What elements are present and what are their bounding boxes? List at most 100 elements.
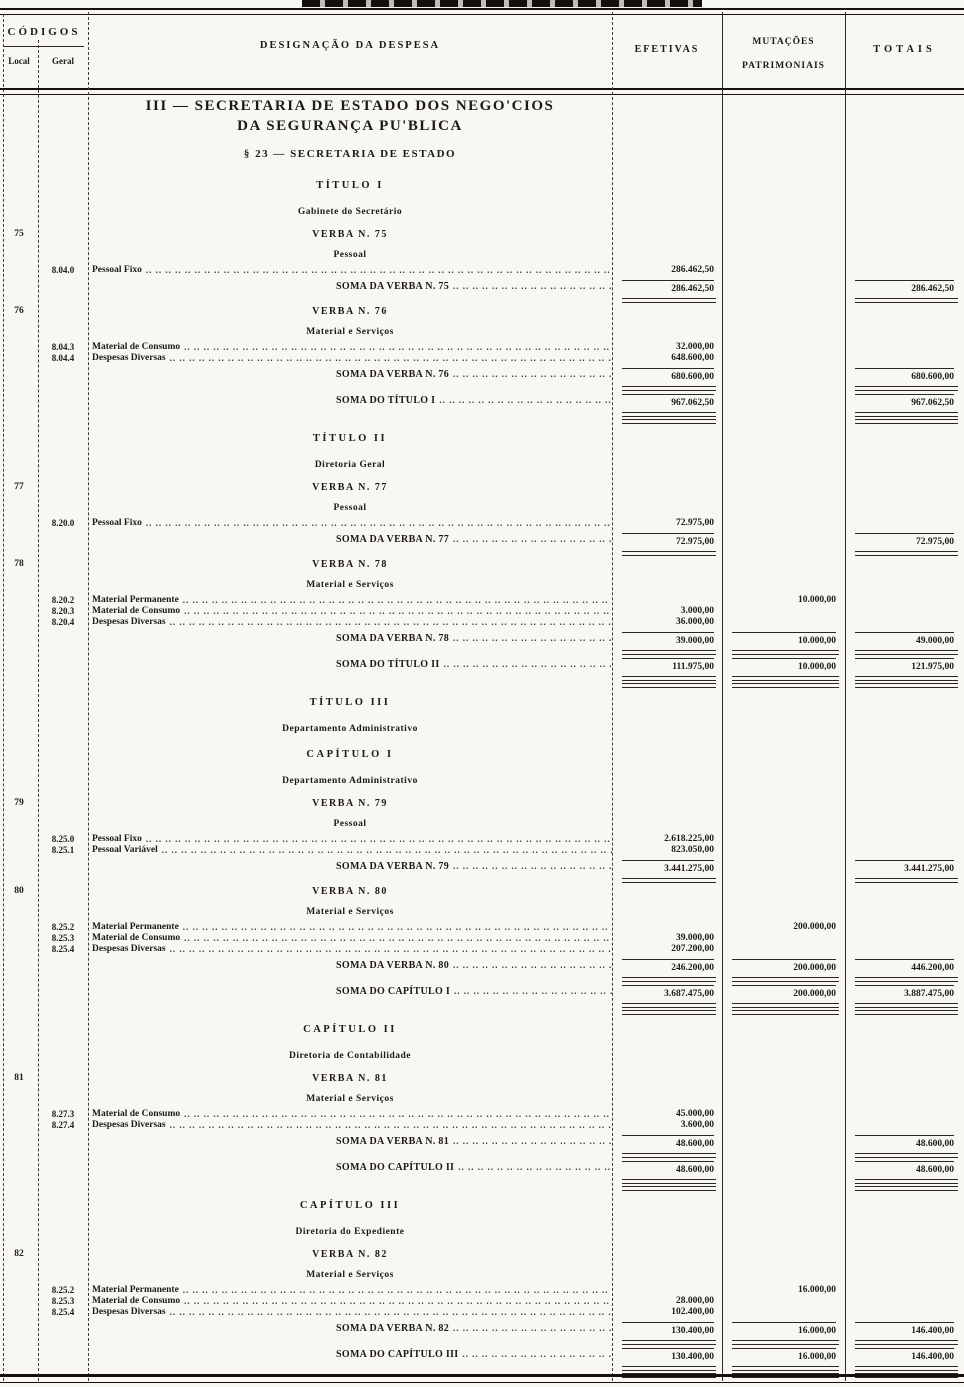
mutacoes-double-rule: [732, 676, 839, 681]
verba-heading-text: VERBA N. 75: [312, 229, 388, 240]
verba-heading-text: VERBA N. 78: [312, 559, 388, 570]
mutacoes-cell: [722, 533, 845, 555]
divider-mutacoes-totais: [845, 12, 846, 1381]
local-code: 80: [14, 886, 24, 896]
sum-label: SOMA DO TÍTULO I: [336, 395, 436, 406]
small-heading-row: Departamento Administrativo: [0, 721, 964, 742]
geral-code: 8.25.0: [51, 834, 75, 844]
efetivas-cell: 2.618.225,00: [612, 834, 722, 845]
designacao-cell: Pessoal: [88, 250, 612, 265]
dot-leaders: .. .. .. .. .. .. .. .. .. .. .. .. .. .…: [454, 986, 612, 996]
local-code: [0, 207, 38, 225]
subsection-heading-row: § 23 — SECRETARIA DE ESTADO: [0, 142, 964, 173]
verba-heading-text: VERBA N. 80: [312, 886, 388, 897]
cat-heading-text: Material e Serviços: [306, 1270, 394, 1280]
totais-value: 446.200,00: [855, 959, 954, 974]
cat-heading-row: Pessoal: [0, 502, 964, 518]
dot-leaders: .. .. .. .. .. .. .. .. .. .. .. .. .. .…: [145, 265, 612, 275]
small-heading-text: Diretoria do Expediente: [295, 1227, 405, 1237]
sum-label: SOMA DO CAPÍTULO I: [336, 986, 451, 997]
left-edge-rule: [3, 14, 4, 1381]
totais-cell: [845, 559, 964, 579]
local-code: [0, 265, 38, 276]
mutacoes-cell: [722, 280, 845, 302]
expense-label: Despesas Diversas: [92, 1120, 166, 1130]
designacao-cell: Gabinete do Secretário: [88, 207, 612, 225]
totais-cell: [845, 327, 964, 342]
efetivas-cell: 28.000,00: [612, 1296, 722, 1307]
codigos-underline: [4, 46, 84, 47]
dot-leaders: .. .. .. .. .. .. .. .. .. .. .. .. .. .…: [453, 1136, 612, 1146]
totais-value: 121.975,00: [855, 658, 954, 673]
local-code: [0, 1024, 38, 1048]
geral-code: [38, 860, 88, 882]
sum-label: SOMA DA VERBA N. 76: [336, 369, 450, 380]
efetivas-cell: [612, 306, 722, 326]
dot-leaders: .. .. .. .. .. .. .. .. .. .. .. .. .. .…: [184, 1109, 612, 1119]
mutacoes-cell: 16.000,00: [722, 1322, 845, 1345]
totais-cell: 3.887.475,00: [845, 985, 964, 1008]
local-code: [0, 327, 38, 342]
efetivas-value: 28.000,00: [676, 1296, 714, 1306]
totais-cell: [845, 342, 964, 353]
designacao-cell: CAPÍTULO II: [88, 1024, 612, 1048]
mut-cell: [722, 1007, 845, 1017]
expense-item-row: 8.04.0 Pessoal Fixo.. .. .. .. .. .. .. .…: [0, 265, 964, 276]
expense-label: Material de Consumo: [92, 933, 181, 943]
mutacoes-value: 16.000,00: [798, 1285, 836, 1295]
designacao-cell: SOMA DA VERBA N. 79.. .. .. .. .. .. .. …: [88, 860, 612, 882]
verba-heading-row: 77 VERBA N. 77: [0, 478, 964, 502]
totais-cell: [845, 907, 964, 922]
efetivas-value: 39.000,00: [676, 933, 714, 943]
mutacoes-cell: [722, 1073, 845, 1093]
designacao-cell: VERBA N. 76: [88, 306, 612, 326]
geral-code: 8.25.3: [51, 1296, 75, 1306]
expense-label: Despesas Diversas: [92, 617, 166, 627]
totais-value: 72.975,00: [855, 533, 954, 548]
mutacoes-cell: [722, 617, 845, 628]
closing-double-rule: [622, 683, 716, 688]
mutacoes-cell: [722, 503, 845, 518]
geral-code: [38, 394, 88, 416]
cat-heading-row: Pessoal: [0, 249, 964, 265]
small-heading-row: Diretoria do Expediente: [0, 1224, 964, 1245]
column-header-mutacoes: MUTAÇÕES PATRIMONIAIS: [722, 30, 845, 78]
efetivas-cell: [612, 724, 722, 742]
local-code: [0, 580, 38, 595]
efetivas-value: 648.600,00: [671, 353, 714, 363]
mutacoes-cell: [722, 1200, 845, 1224]
totais-cell: [845, 1109, 964, 1120]
closing-double-rule: [622, 1186, 716, 1191]
efetivas-cell: 648.600,00: [612, 353, 722, 364]
efetivas-cell: 3.687.475,00: [612, 985, 722, 1008]
local-code: [0, 1007, 38, 1017]
designacao-cell: VERBA N. 77: [88, 482, 612, 502]
totais-double-rule: [855, 1179, 958, 1184]
efet-cell: [612, 1183, 722, 1193]
designacao-cell: CAPÍTULO III: [88, 1200, 612, 1224]
designacao-cell: SOMA DA VERBA N. 78.. .. .. .. .. .. .. …: [88, 632, 612, 654]
verba-heading-text: VERBA N. 77: [312, 482, 388, 493]
local-code: [0, 606, 38, 617]
sum-row: SOMA DO CAPÍTULO II.. .. .. .. .. .. .. …: [0, 1157, 964, 1184]
designacao-cell: VERBA N. 79: [88, 798, 612, 818]
closing-double-rule: [622, 1373, 716, 1378]
cat-heading-row: Material e Serviços: [0, 326, 964, 342]
mutacoes-cell: [722, 1120, 845, 1131]
cat-heading-text: Pessoal: [333, 250, 367, 260]
cat-heading-text: Pessoal: [333, 819, 367, 829]
expense-label: Pessoal Fixo: [92, 518, 142, 528]
mutacoes-cell: [722, 1227, 845, 1245]
local-code: [0, 933, 38, 944]
local-code: [0, 860, 38, 882]
efetivas-cell: [612, 327, 722, 342]
dot-leaders: .. .. .. .. .. .. .. .. .. .. .. .. .. .…: [453, 1323, 612, 1333]
geral-code: [38, 1270, 88, 1285]
totais-cell: [845, 1200, 964, 1224]
local-code: [0, 1120, 38, 1131]
efetivas-value: 823.050,00: [671, 845, 714, 855]
totais-cell: [845, 749, 964, 773]
designacao-cell: SOMA DA VERBA N. 75.. .. .. .. .. .. .. …: [88, 280, 612, 302]
expense-item-row: 8.25.1 Pessoal Variável.. .. .. .. .. .. …: [0, 845, 964, 856]
small-heading-text: Diretoria Geral: [314, 460, 386, 470]
